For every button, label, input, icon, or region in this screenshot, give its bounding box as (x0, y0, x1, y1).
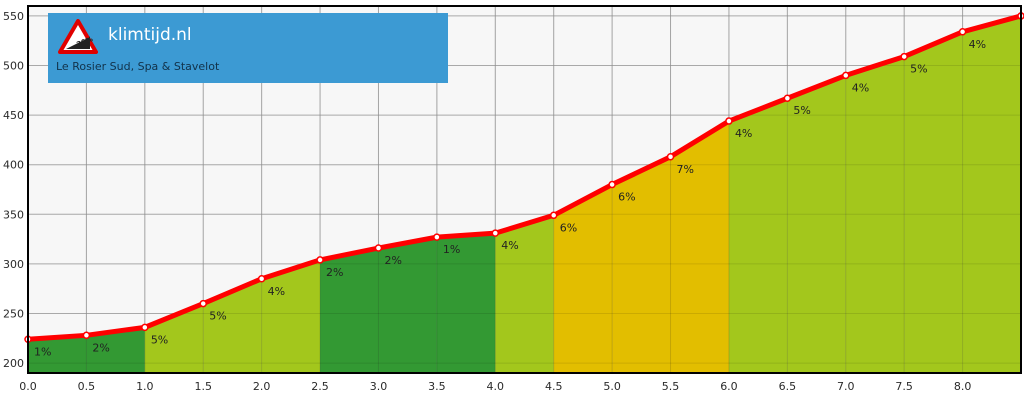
gradient-label: 2% (92, 341, 109, 354)
title-banner: 20% klimtijd.nl Le Rosier Sud, Spa & Sta… (48, 13, 448, 83)
gradient-labels: 1% 2% 5% 5% 4% 2% 2% 1% 4% 6% 6% 7% 4% 5% 4% 5% 4% (34, 38, 986, 358)
gradient-label: 1% (443, 243, 460, 256)
data-point (549, 211, 558, 220)
data-point (608, 180, 616, 189)
gradient-label: 5% (910, 63, 927, 76)
y-tick-label: 300 (3, 258, 24, 271)
gradient-label: 5% (793, 104, 810, 117)
data-point (316, 256, 324, 264)
y-axis-ticks: 200 250 300 350 400 450 500 550 (3, 10, 24, 370)
gradient-segment (144, 303, 204, 373)
plot-frame (27, 5, 1022, 374)
gradient-label: 4% (268, 285, 285, 298)
data-point (900, 52, 908, 61)
y-tick-label: 250 (3, 307, 24, 320)
gradient-label: 4% (501, 239, 518, 252)
gradient-segments (28, 15, 1021, 374)
x-tick-label: 3.5 (428, 380, 446, 393)
x-tick-label: 0.0 (19, 380, 37, 393)
gradient-segment (28, 335, 87, 373)
gradient-segment (378, 237, 437, 373)
gradient-label: 1% (34, 345, 51, 358)
gradient-label: 7% (677, 163, 694, 176)
x-tick-label: 4.5 (545, 380, 563, 393)
gradient-segment (86, 327, 145, 373)
site-name: klimtijd.nl (108, 25, 192, 45)
y-tick-label: 500 (3, 60, 24, 73)
gradient-segment (670, 121, 729, 374)
x-tick-label: 5.0 (603, 380, 621, 393)
data-point (725, 117, 733, 125)
data-points (24, 12, 1024, 344)
gradient-segment (845, 56, 905, 373)
x-tick-label: 4.0 (487, 380, 505, 393)
data-point (666, 153, 675, 161)
gradient-label: 4% (735, 127, 752, 140)
x-tick-label: 7.5 (895, 380, 913, 393)
x-tick-label: 1.5 (194, 380, 212, 393)
elevation-line (25, 13, 1024, 342)
gradient-label: 5% (151, 333, 168, 346)
x-tick-label: 1.0 (136, 380, 154, 393)
data-point (958, 28, 967, 36)
climb-name: Le Rosier Sud, Spa & Stavelot (56, 60, 220, 73)
gradient-segment (203, 278, 262, 373)
gradient-label: 6% (618, 191, 635, 204)
y-tick-label: 450 (3, 109, 24, 122)
gradient-label: 4% (969, 38, 986, 51)
gradient-segment (495, 215, 554, 373)
gradient-segment (553, 184, 613, 373)
x-tick-label: 3.0 (370, 380, 388, 393)
x-axis-ticks: 0.0 0.5 1.0 1.5 2.0 2.5 3.0 3.5 4.0 4.5 5.0 5.5 6.0 6… (19, 380, 971, 393)
gradient-label: 2% (326, 266, 343, 279)
x-tick-label: 2.5 (311, 380, 329, 393)
x-tick-label: 0.5 (78, 380, 96, 393)
data-point (491, 229, 500, 237)
y-tick-label: 400 (3, 159, 24, 172)
gradient-segment (612, 156, 671, 373)
data-point (141, 323, 149, 332)
steep-road-warning-sign-icon: 20% (58, 19, 98, 54)
y-tick-label: 200 (3, 357, 24, 370)
gradient-segment (904, 31, 963, 374)
x-tick-label: 5.5 (662, 380, 680, 393)
gradient-segment (728, 98, 788, 374)
gradient-segment (787, 75, 846, 373)
data-point (842, 71, 850, 80)
y-tick-label: 550 (3, 10, 24, 23)
x-tick-label: 6.5 (779, 380, 797, 393)
gradient-label: 4% (852, 81, 869, 94)
gradient-label: 6% (560, 221, 577, 234)
y-tick-label: 350 (3, 208, 24, 221)
data-point (199, 299, 207, 308)
data-point (374, 244, 383, 252)
x-tick-label: 8.0 (954, 380, 972, 393)
gradient-segment (436, 233, 496, 373)
gradient-label: 2% (384, 254, 401, 267)
gradient-segment (261, 259, 321, 373)
gradient-segment (320, 248, 379, 373)
data-point (82, 331, 91, 340)
data-point (257, 275, 266, 283)
x-tick-label: 6.0 (720, 380, 738, 393)
data-point (433, 233, 441, 241)
gradient-segment (962, 15, 1021, 374)
data-point (783, 94, 792, 102)
x-tick-label: 7.0 (837, 380, 855, 393)
x-tick-label: 2.0 (253, 380, 271, 393)
gradient-label: 5% (209, 310, 226, 323)
